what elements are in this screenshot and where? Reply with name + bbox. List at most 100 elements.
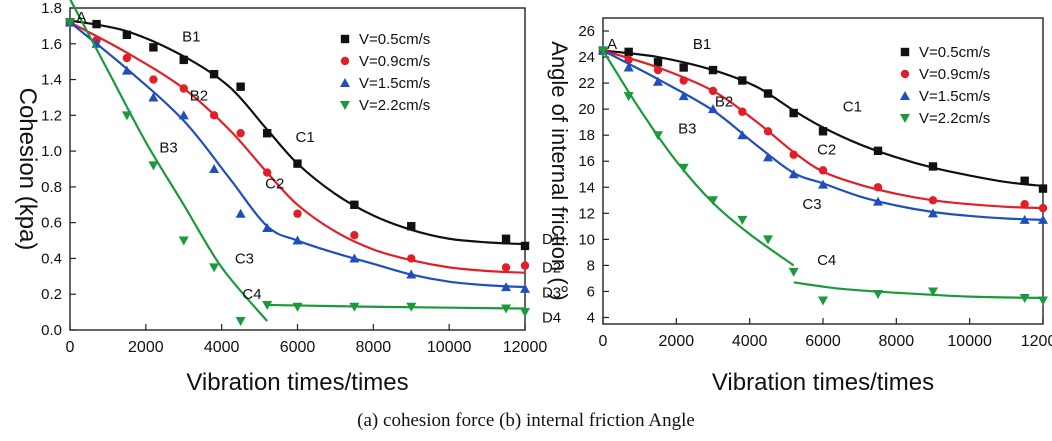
data-point xyxy=(149,75,158,84)
data-point xyxy=(708,65,718,75)
data-point xyxy=(873,183,883,192)
data-point xyxy=(520,308,530,318)
legend-marker xyxy=(340,56,350,66)
series-v-1-5cm-s xyxy=(598,45,1048,224)
data-point xyxy=(873,290,883,300)
legend-marker xyxy=(900,114,910,123)
data-point xyxy=(92,19,101,29)
legend-label: V=0.5cm/s xyxy=(359,31,430,48)
x-tick-label: 6000 xyxy=(280,339,316,356)
series-v-2-2cm-s xyxy=(598,46,1048,306)
data-point xyxy=(653,76,663,86)
data-point xyxy=(235,317,246,327)
data-point xyxy=(678,163,689,173)
data-point xyxy=(293,209,302,218)
legend-label: V=0.5cm/s xyxy=(919,44,990,61)
data-point xyxy=(679,76,688,85)
data-point xyxy=(789,150,798,159)
fit-line xyxy=(267,303,526,310)
data-point xyxy=(407,254,416,263)
annotation-c4: C4 xyxy=(817,252,836,269)
data-point xyxy=(236,82,245,91)
legend-marker xyxy=(340,34,350,44)
data-point xyxy=(122,53,132,63)
series-v-0-5cm-s xyxy=(65,18,530,251)
data-point xyxy=(928,162,938,171)
annotation-b2: B2 xyxy=(715,93,733,110)
data-point xyxy=(149,43,158,52)
data-point xyxy=(1038,184,1048,193)
data-point xyxy=(520,261,530,270)
data-point xyxy=(763,89,773,98)
data-point xyxy=(292,302,303,312)
data-point xyxy=(350,230,359,240)
x-axis-label: Vibration times/times xyxy=(186,369,408,396)
data-point xyxy=(928,287,938,297)
data-point xyxy=(148,92,159,102)
data-point xyxy=(873,196,883,206)
data-point xyxy=(179,55,188,65)
chart-friction-angle: 0 2000 4000 6000 8000 10000 12000 4 6 8 10 12 14 16 18… xyxy=(547,17,1052,396)
y-tick-label: 4 xyxy=(587,309,595,326)
y-tick-label: 1.6 xyxy=(41,36,62,53)
data-point xyxy=(349,302,360,312)
data-point xyxy=(737,215,748,225)
fit-line xyxy=(602,49,1044,188)
legend-marker xyxy=(900,47,910,57)
x-tick-label: 12000 xyxy=(503,339,548,356)
data-point xyxy=(653,58,663,67)
annotation-d3: D3 xyxy=(542,284,561,301)
data-point xyxy=(873,146,883,156)
annotation-a: A xyxy=(607,36,617,53)
data-point xyxy=(763,152,773,162)
annotation-b3: B3 xyxy=(678,121,696,138)
data-point xyxy=(65,18,75,28)
data-point xyxy=(406,269,417,279)
data-point xyxy=(501,304,512,314)
y-tick-label: 14 xyxy=(578,179,595,196)
data-point xyxy=(1020,176,1029,185)
data-point xyxy=(501,282,512,292)
data-point xyxy=(179,84,188,93)
legend-label: V=0.9cm/s xyxy=(359,53,430,70)
data-point xyxy=(209,263,220,273)
y-tick-label: 1.0 xyxy=(41,143,62,160)
data-point xyxy=(818,179,828,189)
fit-line xyxy=(69,21,526,289)
series-v-2-2cm-s xyxy=(65,0,530,327)
data-point xyxy=(520,283,530,293)
y-tick-label: 0.4 xyxy=(41,250,62,267)
data-point xyxy=(788,169,799,179)
y-tick-label: 8 xyxy=(587,257,595,274)
y-tick-label: 24 xyxy=(578,49,595,66)
data-point xyxy=(1019,293,1030,303)
data-point xyxy=(121,111,132,121)
y-axis-label: Cohesion (kpa) xyxy=(14,88,41,251)
series-v-1-5cm-s xyxy=(65,17,530,293)
x-tick-label: 8000 xyxy=(879,333,915,350)
data-point xyxy=(679,63,688,72)
data-point xyxy=(789,108,798,118)
data-point xyxy=(178,236,189,246)
data-point xyxy=(121,65,132,75)
data-point xyxy=(501,234,511,243)
y-tick-label: 16 xyxy=(578,153,595,170)
fit-line xyxy=(602,49,795,267)
annotation-d2: D2 xyxy=(542,259,561,276)
data-point xyxy=(349,253,360,263)
y-tick-label: 0.2 xyxy=(41,286,62,303)
data-point xyxy=(763,127,773,136)
legend-label: V=2.2cm/s xyxy=(919,110,990,127)
legend-marker xyxy=(900,91,910,100)
legend-marker xyxy=(900,69,910,79)
fit-line xyxy=(602,49,1044,221)
data-point xyxy=(1038,214,1048,224)
x-tick-label: 12000 xyxy=(1021,333,1052,350)
annotation-c2: C2 xyxy=(265,175,284,192)
y-tick-label: 0.6 xyxy=(41,215,62,232)
annotation-c1: C1 xyxy=(295,129,314,146)
data-point xyxy=(928,196,938,205)
data-point xyxy=(209,164,220,173)
annotation-b2: B2 xyxy=(190,88,208,105)
